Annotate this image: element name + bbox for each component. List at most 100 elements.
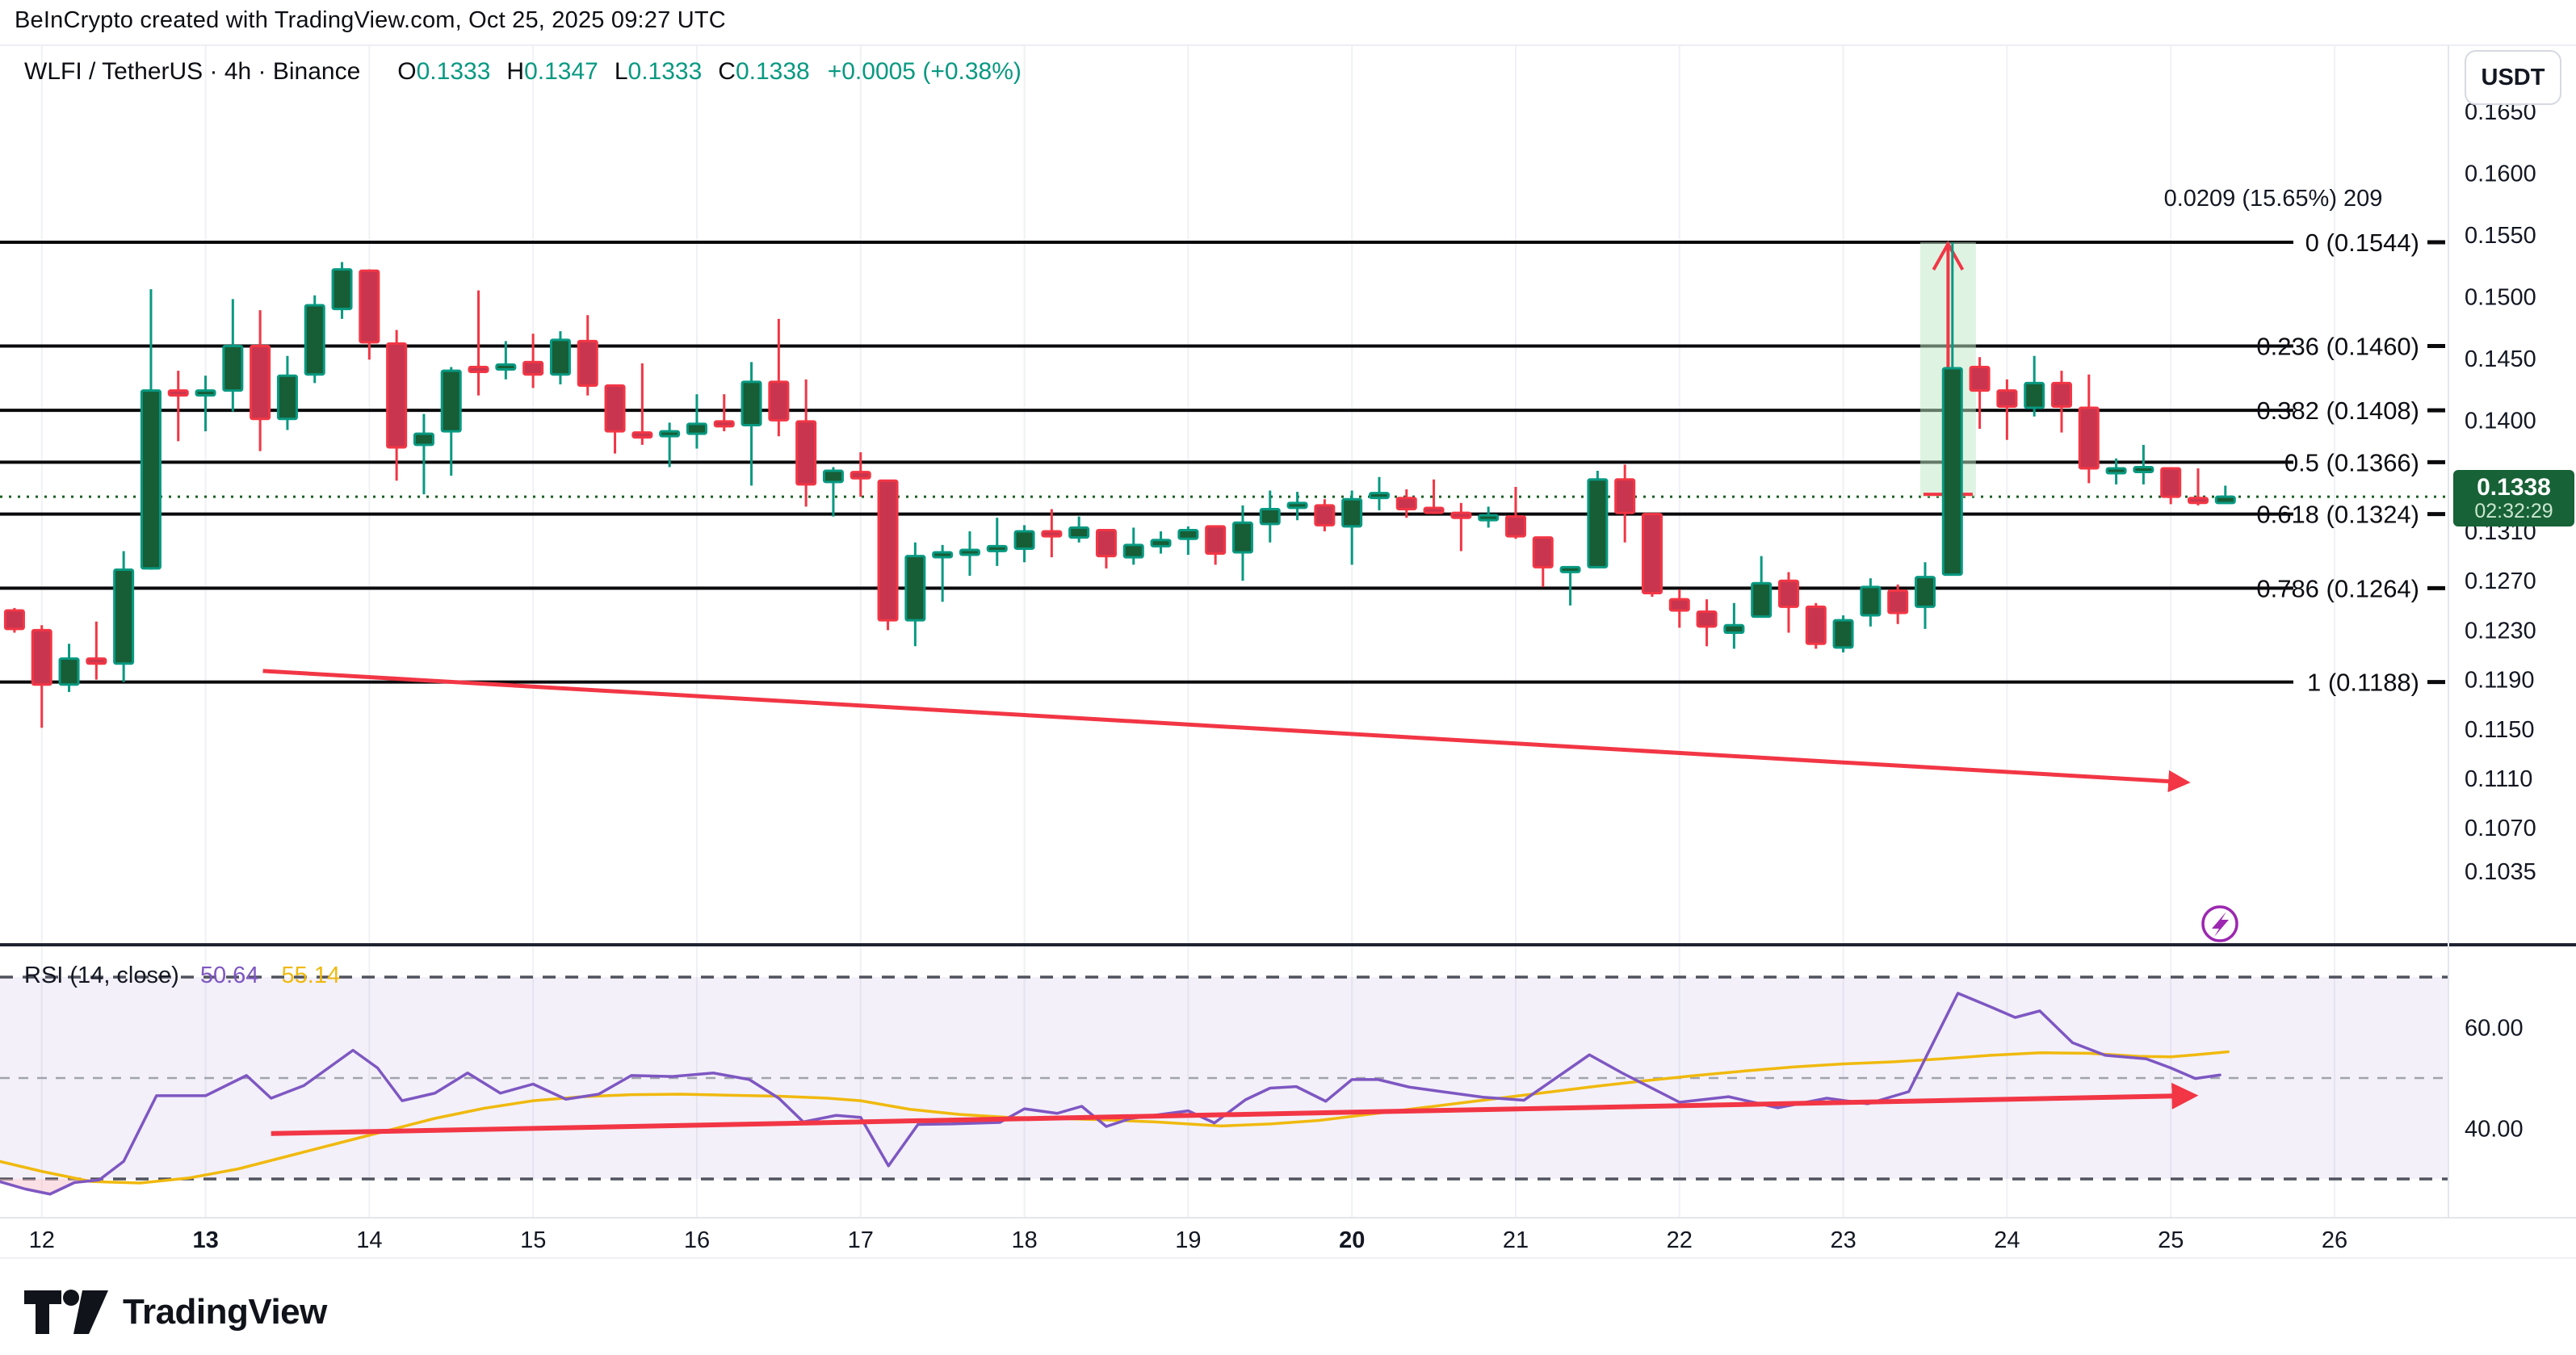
change-value: +0.0005 (+0.38%) [827, 58, 1022, 85]
price-tick-label: 0.1150 [2465, 717, 2535, 743]
candle-body [140, 389, 162, 570]
rsi-oversold-fill [0, 1179, 106, 1194]
boost-lightning-glyph [2212, 912, 2229, 937]
candle-body [713, 420, 735, 428]
rsi-indicator-legend[interactable]: RSI (14, close) 50.64 55.14 [24, 963, 340, 989]
candle-body [1177, 528, 1199, 540]
candle-body [113, 568, 135, 665]
price-tick-label: 0.1400 [2465, 408, 2536, 434]
ohlc-field-label: H [506, 58, 525, 85]
fib-level-label: 1 (0.1188) [2307, 669, 2419, 697]
candle-body [413, 432, 434, 447]
fib-level-label: 0.786 (0.1264) [2256, 574, 2419, 602]
symbol-title: WLFI / TetherUS · 4h · Binance [24, 58, 361, 85]
price-tick-label: 0.1110 [2465, 766, 2532, 792]
candle-body [250, 345, 271, 421]
candle-body [1450, 511, 1472, 519]
candle-body [2187, 497, 2209, 505]
candle-body [932, 551, 954, 559]
candle-body [768, 380, 790, 422]
measurement-arrow-head [1932, 240, 1965, 271]
date-label: 18 [1011, 1227, 1037, 1253]
candle-body [1478, 514, 1500, 522]
fib-level-label: 0.236 (0.1460) [2256, 333, 2419, 361]
bar-countdown: 02:32:29 [2474, 499, 2553, 522]
candle-body [1668, 598, 1690, 612]
price-tick-label: 0.1550 [2465, 223, 2536, 249]
candle-body [1587, 478, 1609, 568]
candle-body [877, 479, 899, 622]
candle-body [195, 389, 216, 397]
ohlc-values: O0.1333 H0.1347 L0.1333 C0.1338 [381, 58, 809, 85]
candle-body [1532, 536, 1554, 568]
tradingview-logo-icon [24, 1290, 108, 1334]
candle-body [58, 657, 80, 686]
attribution-text: BeInCrypto created with TradingView.com,… [15, 7, 726, 33]
candle-body [3, 609, 25, 631]
candle-body [1504, 515, 1526, 538]
candle-body [440, 369, 462, 433]
ohlc-field-value: 0.1333 [416, 58, 491, 85]
last-price-badge[interactable]: 0.1338 02:32:29 [2453, 470, 2574, 526]
candle-body [1041, 530, 1063, 538]
candle-body [86, 657, 107, 665]
candle-body [1751, 581, 1773, 619]
price-tick-label: 0.1450 [2465, 346, 2536, 372]
candle-body [495, 363, 517, 371]
candle-body [1205, 525, 1227, 556]
candle-body [1231, 521, 1253, 554]
fib-level-label: 0 (0.1544) [2305, 229, 2419, 257]
candle-body [795, 420, 817, 486]
price-tick-label: 0.1190 [2465, 668, 2535, 694]
candle-body [2024, 381, 2045, 409]
candle-body [276, 374, 298, 421]
candle-body [386, 342, 408, 449]
candle-body [522, 360, 544, 376]
price-trendline-arrow [262, 669, 2191, 793]
tradingview-logo[interactable]: TradingView [23, 1287, 327, 1337]
currency-toggle-button[interactable]: USDT [2465, 50, 2561, 105]
candle-body [1314, 504, 1336, 526]
candle-body [1969, 366, 1991, 392]
candle-body [2214, 495, 2236, 505]
date-label: 21 [1503, 1227, 1529, 1253]
date-label: 12 [29, 1227, 55, 1253]
price-tick-label: 0.1600 [2465, 161, 2536, 187]
candle-body [631, 431, 653, 439]
rsi-trendline-arrow [271, 1082, 2199, 1136]
candle-body [577, 339, 598, 387]
date-label: 14 [356, 1227, 382, 1253]
candle-body [2050, 381, 2072, 408]
date-label: 16 [684, 1227, 710, 1253]
price-tick-label: 0.1500 [2465, 284, 2536, 310]
candle-body [822, 469, 844, 484]
candle-body [740, 380, 762, 426]
candle-body [549, 338, 571, 376]
candle-body [604, 384, 626, 433]
candle-body [1122, 543, 1144, 559]
candle-body [1068, 526, 1090, 539]
candle-body [1423, 506, 1445, 514]
candle-body [2078, 406, 2100, 470]
candle-body [1368, 492, 1390, 500]
date-label: 23 [1830, 1227, 1856, 1253]
tradingview-logo-text: TradingView [123, 1292, 327, 1332]
ohlc-field-label: L [614, 58, 628, 85]
symbol-legend[interactable]: WLFI / TetherUS · 4h · Binance O0.1333 H0.… [24, 58, 1022, 86]
candle-body [2160, 467, 2182, 498]
price-tick-label: 0.1035 [2465, 859, 2536, 885]
candle-body [1095, 528, 1117, 558]
fib-level-label: 0.618 (0.1324) [2256, 501, 2419, 529]
boost-lightning-icon[interactable] [2201, 905, 2238, 942]
candle-body [167, 389, 189, 397]
date-label: 19 [1175, 1227, 1201, 1253]
candle-body [1860, 585, 1882, 617]
candle-body [1013, 530, 1035, 550]
candle-body [1887, 589, 1909, 615]
candle-body [222, 345, 244, 392]
candle-body [1696, 610, 1718, 628]
fib-level-label: 0.5 (0.1366) [2284, 448, 2419, 476]
candle-body [1914, 576, 1936, 608]
